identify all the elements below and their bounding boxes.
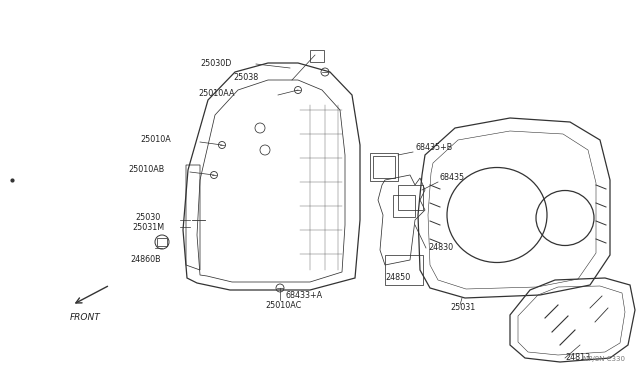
Text: 25031M: 25031M — [132, 224, 164, 232]
Text: 24860B: 24860B — [130, 256, 161, 264]
Text: 25010AA: 25010AA — [198, 89, 234, 97]
Text: 25010AB: 25010AB — [128, 166, 164, 174]
Text: NP/8N C330: NP/8N C330 — [583, 356, 625, 362]
Text: 68435+B: 68435+B — [415, 144, 452, 153]
Text: 68435: 68435 — [440, 173, 465, 183]
Text: FRONT: FRONT — [70, 314, 100, 323]
Text: 24850: 24850 — [385, 273, 410, 282]
Text: 25031: 25031 — [450, 304, 476, 312]
Text: 25010A: 25010A — [140, 135, 171, 144]
Text: 68433+A: 68433+A — [285, 291, 322, 299]
Text: 24813: 24813 — [565, 353, 590, 362]
Text: 25010AC: 25010AC — [265, 301, 301, 310]
Text: 24830: 24830 — [428, 244, 453, 253]
Text: 25038: 25038 — [233, 74, 259, 83]
Text: 25030: 25030 — [135, 214, 160, 222]
Text: 25030D: 25030D — [200, 60, 232, 68]
